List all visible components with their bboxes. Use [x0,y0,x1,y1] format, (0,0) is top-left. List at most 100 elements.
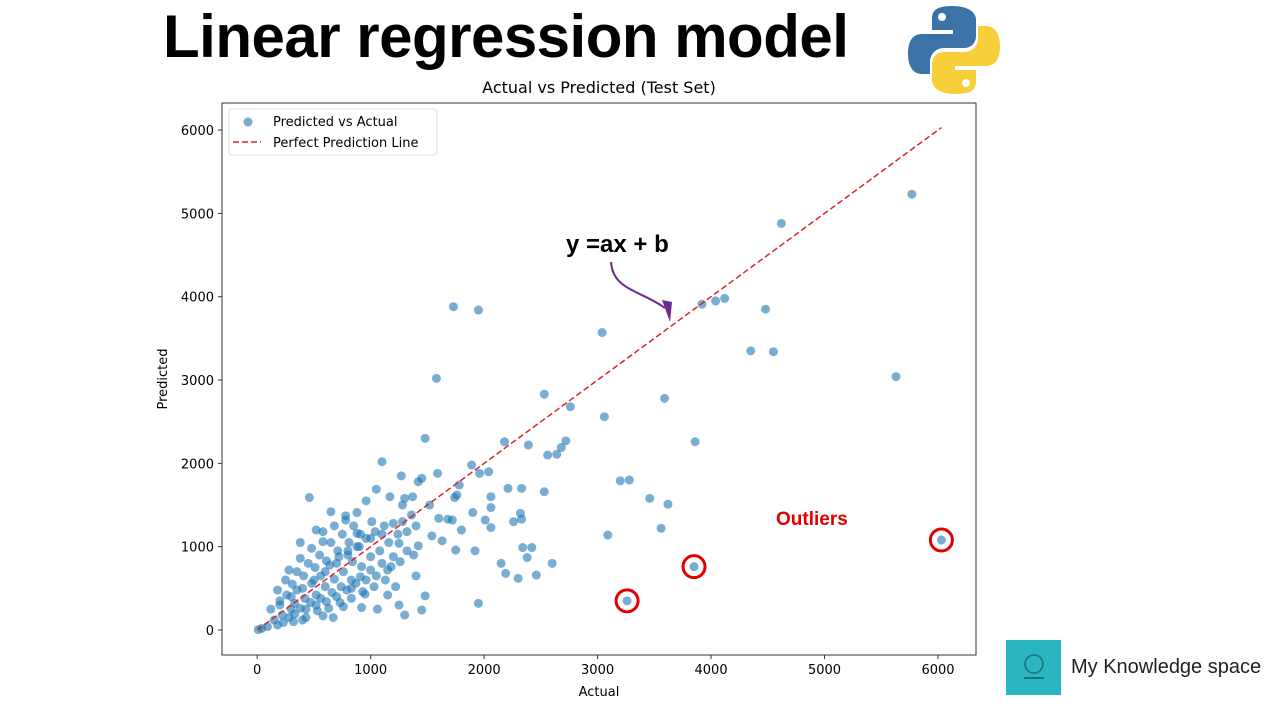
data-point [400,610,410,620]
data-point [433,468,443,478]
data-point [486,503,496,513]
legend [228,108,438,156]
data-point [320,567,330,577]
data-point [622,596,632,606]
data-point [539,389,549,399]
data-point [377,529,387,539]
x-tick-label: 4000 [695,663,728,678]
data-point [295,538,305,548]
data-point [311,525,321,535]
data-point [315,550,325,560]
data-point [615,476,625,486]
data-point [324,603,334,613]
data-point [475,468,485,478]
brand-logo-icon [1006,640,1061,695]
data-point [371,484,381,494]
data-point [531,570,541,580]
data-point [690,437,700,447]
data-point [402,527,412,537]
data-point [358,587,368,597]
data-point [434,513,444,523]
data-point [307,543,317,553]
data-point [341,511,351,521]
data-point [266,604,276,614]
data-point [513,573,523,583]
data-point [480,515,490,525]
data-point [367,517,377,527]
arrow-head-icon [662,300,672,322]
data-point [486,492,496,502]
data-point [402,546,412,556]
data-point [523,440,533,450]
data-point [467,460,477,470]
data-point [333,546,343,556]
data-point [448,302,458,312]
data-point [388,518,398,528]
data-point [660,393,670,403]
data-point [369,582,379,592]
data-point [320,582,330,592]
data-point [290,609,300,619]
data-point [500,437,510,447]
y-tick-label: 4000 [181,291,214,306]
data-point [406,510,416,520]
data-point [344,538,354,548]
data-point [624,475,634,485]
data-point [321,556,331,566]
data-point [689,562,699,572]
data-point [496,558,506,568]
data-point [484,467,494,477]
data-point [329,574,339,584]
data-point [284,565,294,575]
data-point [452,490,462,500]
data-point [556,443,566,453]
data-point [273,585,283,595]
data-point [597,328,607,338]
brand-name: My Knowledge space [1071,656,1262,678]
data-point [539,487,549,497]
data-point [375,546,385,556]
data-point [454,480,464,490]
data-point [470,546,480,556]
data-point [351,578,361,588]
data-point [361,496,371,506]
x-tick-label: 0 [253,663,261,678]
outlier-marker [681,554,707,580]
data-point [357,603,367,613]
data-point [388,552,398,562]
data-point [377,558,387,568]
data-point [332,558,342,568]
data-point [287,579,297,589]
legend-label-points: Predicted vs Actual [273,115,397,130]
data-point [301,613,311,623]
data-point [328,613,338,623]
data-point [298,583,308,593]
legend-marker-points [243,117,253,127]
data-point [517,483,527,493]
python-logo-icon [908,6,1000,94]
data-point [379,521,389,531]
data-point [473,598,483,608]
data-point [292,567,302,577]
data-point [366,533,376,543]
data-point [384,538,394,548]
data-point [303,558,313,568]
data-point [346,593,356,603]
data-point [431,373,441,383]
data-point [338,567,348,577]
data-point [366,565,376,575]
data-point [761,304,771,314]
y-tick-label: 6000 [181,124,214,139]
data-point [565,402,575,412]
data-point [468,508,478,518]
data-point [355,529,365,539]
y-tick-label: 1000 [181,541,214,556]
data-point [335,598,345,608]
data-point [552,449,562,459]
data-point [425,500,435,510]
data-point [522,553,532,563]
data-point [663,499,673,509]
data-point [343,550,353,560]
data-point [278,618,288,628]
data-point [286,592,296,602]
